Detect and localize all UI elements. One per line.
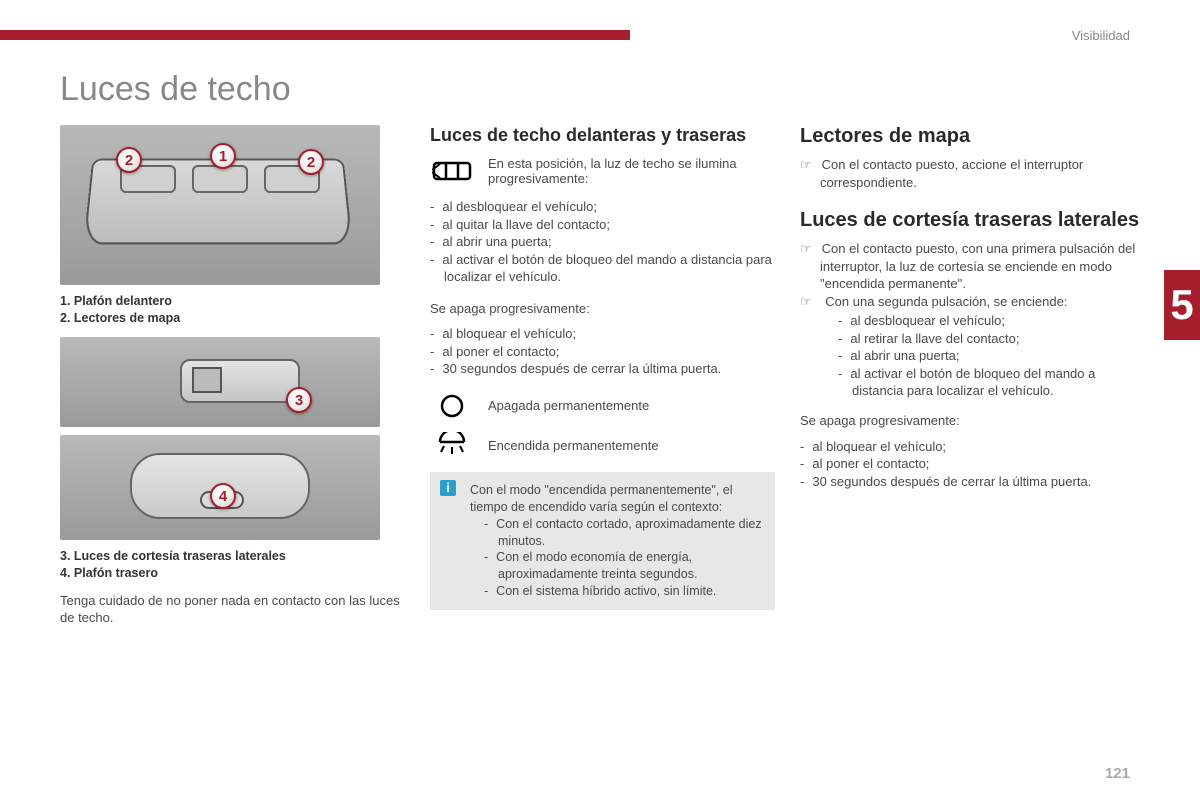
legend-item: 4. Plafón trasero bbox=[60, 565, 410, 582]
legend-item: 1. Plafón delantero bbox=[60, 293, 410, 310]
list-item: al abrir una puerta; bbox=[852, 347, 1140, 365]
list-item: Con el modo economía de energía, aproxim… bbox=[498, 549, 763, 583]
list-item: Con el contacto puesto, accione el inter… bbox=[820, 156, 1140, 191]
legend-b: 3. Luces de cortesía traseras laterales … bbox=[60, 548, 410, 582]
list-item-text: Con una segunda pulsación, se enciende: bbox=[825, 294, 1067, 309]
list-item: al desbloquear el vehículo; bbox=[852, 312, 1140, 330]
list-item: al bloquear el vehículo; bbox=[444, 325, 780, 343]
list-item: al activar el botón de bloqueo del mando… bbox=[444, 251, 780, 286]
column-middle: Luces de techo delanteras y traseras En … bbox=[430, 125, 780, 610]
side-list: Con el contacto puesto, con una primera … bbox=[800, 240, 1140, 400]
figure-front-dome: 2 1 2 bbox=[60, 125, 380, 285]
callout-4: 4 bbox=[210, 483, 236, 509]
intro-off: Se apaga progresivamente: bbox=[430, 300, 780, 318]
list-item: al bloquear el vehículo; bbox=[814, 438, 1140, 456]
chapter-number-tab: 5 bbox=[1164, 270, 1200, 340]
list-off: al bloquear el vehículo; al poner el con… bbox=[430, 325, 780, 378]
list-item: Con el contacto puesto, con una primera … bbox=[820, 240, 1140, 293]
page-title: Luces de techo bbox=[60, 70, 291, 109]
side-sublist: al desbloquear el vehículo; al retirar l… bbox=[820, 312, 1140, 400]
legend-item: 3. Luces de cortesía traseras laterales bbox=[60, 548, 410, 565]
perm-off-icon bbox=[430, 392, 474, 420]
list-item: al poner el contacto; bbox=[444, 343, 780, 361]
page-number: 121 bbox=[1105, 765, 1130, 782]
list-item: al activar el botón de bloqueo del mando… bbox=[852, 365, 1140, 400]
callout-1: 1 bbox=[210, 143, 236, 169]
off-list: al bloquear el vehículo; al poner el con… bbox=[800, 438, 1140, 491]
list-item: al poner el contacto; bbox=[814, 455, 1140, 473]
top-accent-bar bbox=[0, 30, 630, 40]
info-icon: i bbox=[440, 480, 456, 496]
list-item: Con el sistema híbrido activo, sin límit… bbox=[498, 583, 763, 600]
perm-on-icon bbox=[430, 432, 474, 460]
legend-item: 2. Lectores de mapa bbox=[60, 310, 410, 327]
list-item: 30 segundos después de cerrar la última … bbox=[814, 473, 1140, 491]
perm-off-text: Apagada permanentemente bbox=[488, 398, 780, 413]
list-item: al desbloquear el vehículo; bbox=[444, 198, 780, 216]
info-intro: Con el modo "encendida permanentemente",… bbox=[470, 482, 763, 516]
intro-on: En esta posición, la luz de techo se ilu… bbox=[488, 156, 780, 186]
heading-map-readers: Lectores de mapa bbox=[800, 125, 1140, 148]
list-item: Con una segunda pulsación, se enciende: … bbox=[820, 293, 1140, 400]
off-intro: Se apaga progresivamente: bbox=[800, 412, 1140, 430]
list-item: al retirar la llave del contacto; bbox=[852, 330, 1140, 348]
list-item: Con el contacto cortado, aproximadamente… bbox=[498, 516, 763, 550]
callout-2b: 2 bbox=[298, 149, 324, 175]
info-list: Con el contacto cortado, aproximadamente… bbox=[470, 516, 763, 600]
figure-rear-dome: 4 bbox=[60, 435, 380, 540]
heading-front-rear: Luces de techo delanteras y traseras bbox=[430, 125, 780, 146]
map-list: Con el contacto puesto, accione el inter… bbox=[800, 156, 1140, 191]
callout-2a: 2 bbox=[116, 147, 142, 173]
legend-a: 1. Plafón delantero 2. Lectores de mapa bbox=[60, 293, 410, 327]
list-item: 30 segundos después de cerrar la última … bbox=[444, 360, 780, 378]
column-left: 2 1 2 1. Plafón delantero 2. Lectores de… bbox=[60, 125, 410, 627]
list-item: al quitar la llave del contacto; bbox=[444, 216, 780, 234]
perm-on-text: Encendida permanentemente bbox=[488, 438, 780, 453]
callout-3: 3 bbox=[286, 387, 312, 413]
dome-auto-icon bbox=[430, 156, 474, 186]
list-item: al abrir una puerta; bbox=[444, 233, 780, 251]
list-on: al desbloquear el vehículo; al quitar la… bbox=[430, 198, 780, 286]
heading-side-courtesy: Luces de cortesía traseras laterales bbox=[800, 209, 1140, 232]
figure-side-courtesy: 3 bbox=[60, 337, 380, 427]
section-header: Visibilidad bbox=[1072, 28, 1130, 43]
warning-text: Tenga cuidado de no poner nada en contac… bbox=[60, 592, 410, 627]
info-box: i Con el modo "encendida permanentemente… bbox=[430, 472, 775, 610]
column-right: Lectores de mapa Con el contacto puesto,… bbox=[800, 125, 1140, 504]
